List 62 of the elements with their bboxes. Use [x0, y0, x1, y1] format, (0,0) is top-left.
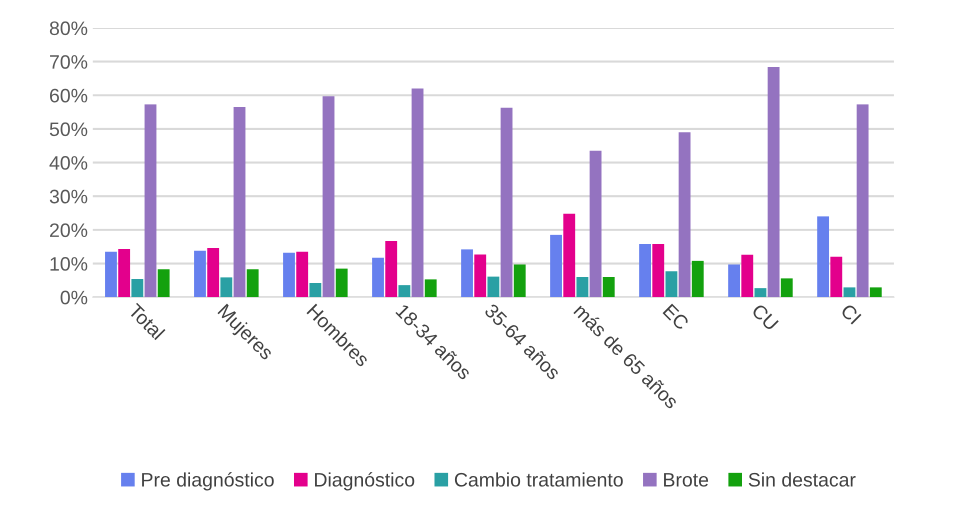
- bar: [678, 132, 691, 298]
- bar: [768, 66, 780, 298]
- bar: [158, 269, 170, 298]
- bar: [220, 277, 232, 298]
- bar: [500, 108, 512, 298]
- y-tick-label: 50%: [50, 122, 88, 136]
- bar: [131, 279, 144, 298]
- bar: [296, 252, 308, 298]
- bar: [424, 279, 437, 298]
- bar: [336, 268, 348, 298]
- x-tick-label: CI: [840, 303, 862, 325]
- bar: [590, 150, 602, 298]
- y-tick-label: 80%: [50, 21, 88, 36]
- legend-label: Sin destacar: [748, 472, 856, 487]
- bar: [487, 276, 500, 298]
- y-tick-label: 10%: [50, 256, 88, 271]
- x-tick-label: CU: [751, 303, 779, 331]
- bar: [856, 104, 869, 298]
- bar: [728, 264, 740, 298]
- bar: [283, 252, 295, 298]
- bar: [474, 254, 486, 298]
- bar: [652, 244, 664, 298]
- bar: [398, 285, 410, 298]
- y-tick-label: 0%: [60, 290, 88, 304]
- legend-label: Cambio tratamiento: [454, 472, 623, 487]
- bar: [692, 260, 704, 298]
- bar: [830, 256, 842, 298]
- bar: [741, 254, 754, 298]
- y-tick-label: 60%: [50, 88, 88, 102]
- bar: [105, 252, 117, 298]
- bar: [550, 234, 562, 298]
- bar: [234, 107, 246, 298]
- bar: [817, 216, 830, 298]
- bar: [144, 104, 156, 298]
- legend-label: Diagnóstico: [315, 472, 414, 490]
- bar: [461, 249, 473, 298]
- bar: [665, 271, 678, 298]
- bar: [194, 250, 206, 298]
- x-tick-label: EC: [662, 304, 690, 331]
- legend-label: Brote: [664, 473, 708, 487]
- bar: [207, 248, 220, 298]
- bar: [754, 288, 766, 298]
- y-tick-label: 30%: [50, 190, 88, 204]
- bar: [639, 244, 651, 298]
- y-tick-label: 20%: [50, 223, 88, 238]
- bar: [322, 96, 334, 298]
- bar: [844, 287, 856, 298]
- bar: [412, 88, 424, 298]
- legend-label: Pre diagnóstico: [142, 472, 274, 490]
- bar: [385, 240, 398, 298]
- bar: [870, 287, 882, 298]
- bar: [372, 258, 384, 298]
- y-tick-label: 40%: [49, 156, 88, 170]
- bar: [780, 278, 793, 298]
- bar: [118, 249, 130, 298]
- bar: [602, 276, 615, 298]
- bar: [514, 264, 526, 298]
- bar: [576, 276, 588, 298]
- bar: [309, 283, 322, 298]
- bar: [246, 269, 259, 298]
- bar: [563, 214, 576, 298]
- y-tick-label: 70%: [50, 55, 88, 69]
